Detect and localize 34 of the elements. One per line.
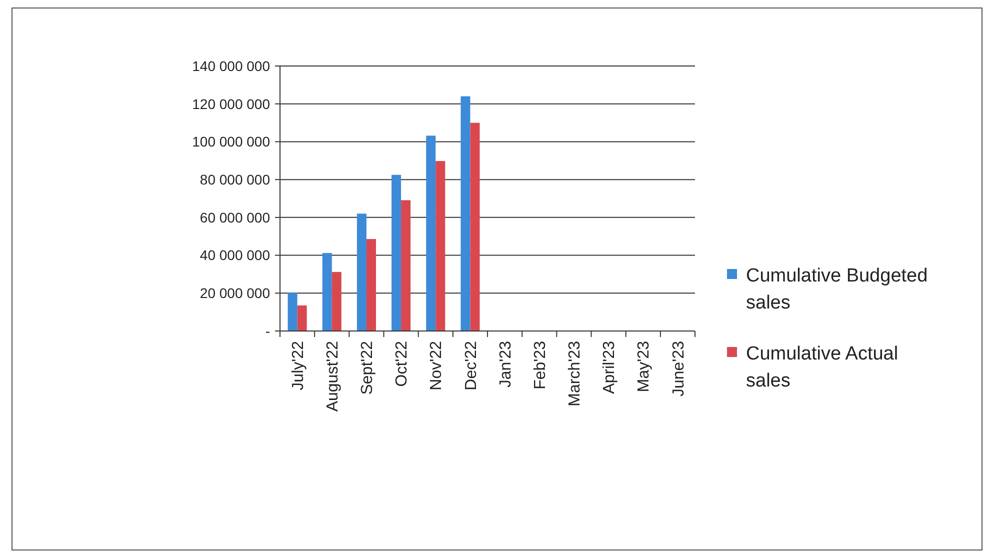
x-tick-label: March'23 — [566, 340, 584, 406]
y-tick-label: 60 000 000 — [200, 209, 270, 226]
bar — [332, 272, 342, 331]
x-tick-label: Jan'23 — [497, 340, 514, 388]
bar — [401, 200, 411, 331]
x-tick-label: June'23 — [670, 340, 688, 397]
bar — [470, 122, 480, 331]
y-tick-label: 140 000 000 — [192, 58, 270, 74]
bar — [460, 96, 470, 331]
legend-label: Cumulative Actual sales — [746, 344, 898, 392]
y-tick-label: 120 000 000 — [192, 96, 270, 112]
bar — [392, 174, 402, 331]
bar — [297, 305, 307, 331]
legend-label: Cumulative Budgeted sales — [746, 266, 928, 314]
y-tick-label: 20 000 000 — [200, 285, 270, 302]
bar — [436, 161, 446, 331]
bar — [366, 239, 376, 331]
x-tick-label: May'23 — [636, 340, 653, 392]
y-tick-label: 100 000 000 — [192, 134, 270, 150]
x-tick-label: Feb'23 — [532, 340, 549, 390]
x-tick-label: Oct'22 — [394, 340, 411, 387]
x-tick-label: April'23 — [601, 340, 618, 394]
y-tick-label: 40 000 000 — [200, 247, 270, 264]
x-tick-label: August'22 — [324, 340, 342, 412]
bar — [322, 253, 332, 331]
bar — [426, 136, 436, 331]
x-tick-label: Dec'22 — [462, 340, 480, 390]
x-tick-label: Sept'22 — [359, 340, 376, 395]
y-tick-label: 80 000 000 — [200, 171, 270, 188]
bar — [356, 214, 366, 331]
x-tick-label: Nov'22 — [428, 340, 446, 390]
y-tick-label: - — [265, 322, 270, 339]
x-tick-label: July'22 — [290, 340, 307, 390]
bar — [288, 292, 298, 331]
